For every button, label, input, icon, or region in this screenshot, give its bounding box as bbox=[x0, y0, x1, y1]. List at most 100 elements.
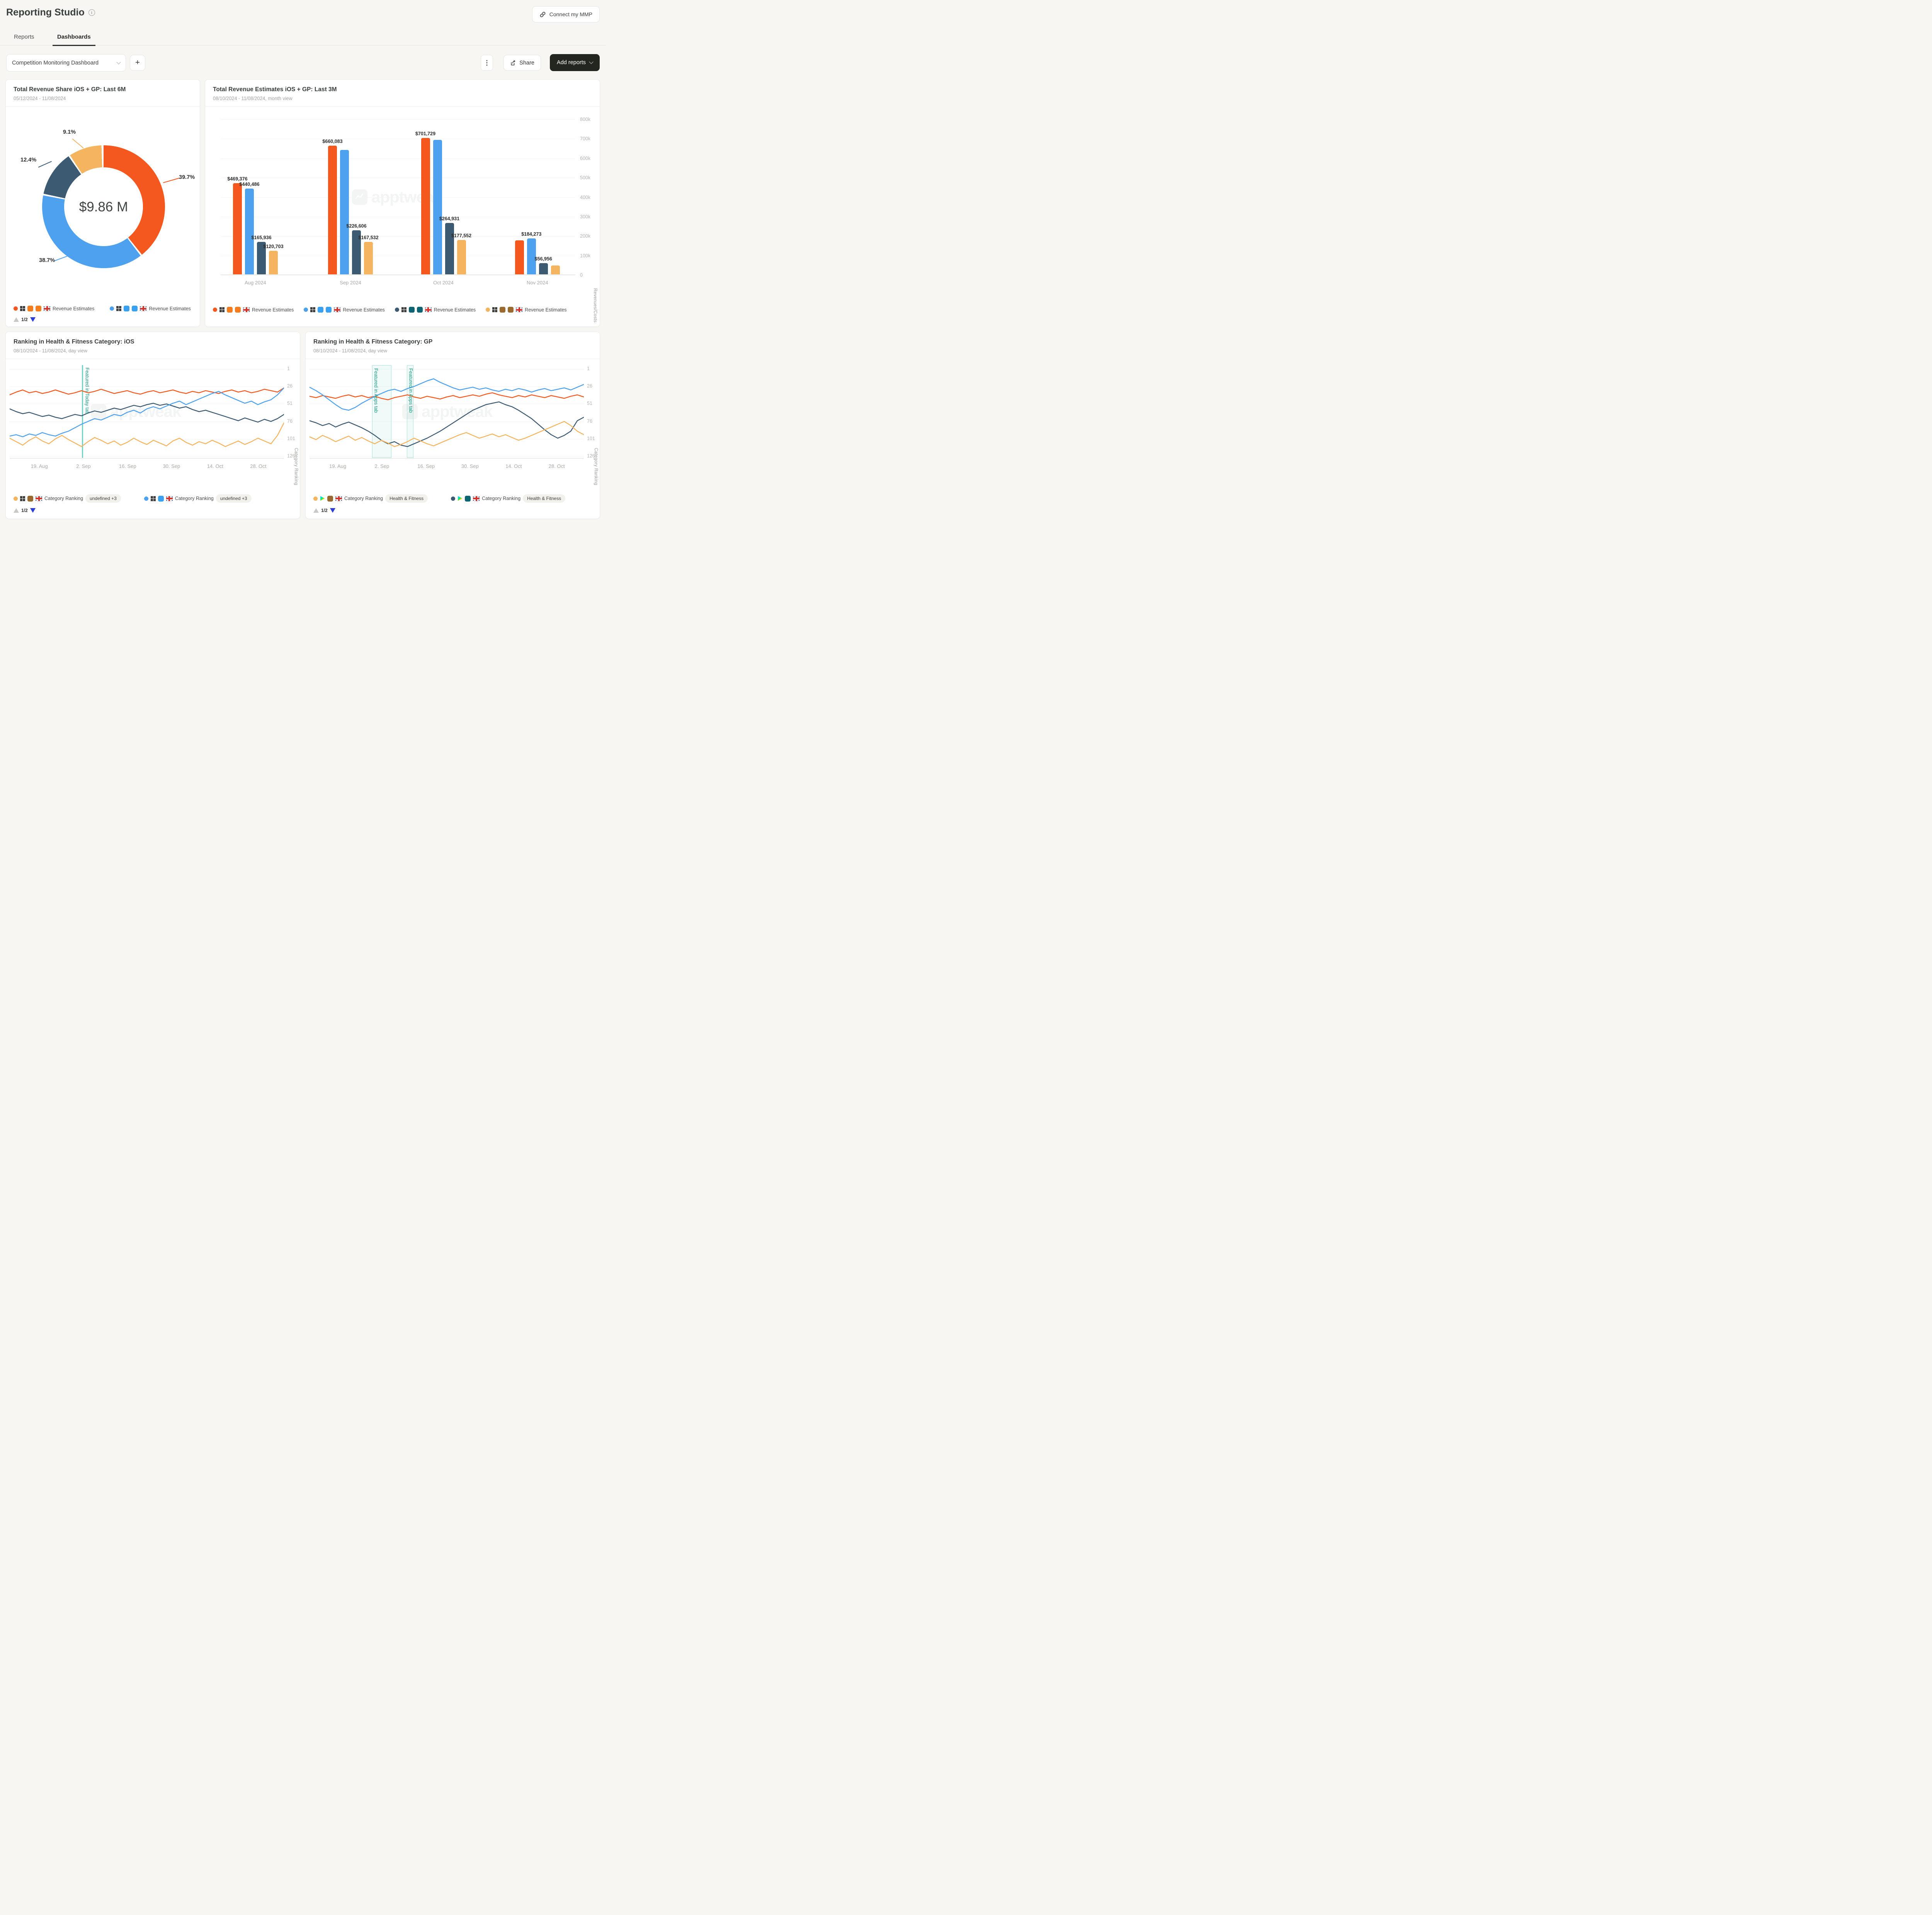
pager-up-icon[interactable] bbox=[14, 508, 19, 513]
series-color-dot bbox=[14, 306, 18, 311]
legend-pager: 1/2 bbox=[14, 508, 36, 513]
card-date-range: 08/10/2024 - 11/08/2024, day view bbox=[313, 348, 387, 354]
legend-entry[interactable]: Category Ranking undefined +3 bbox=[14, 494, 121, 503]
series-color-dot bbox=[395, 308, 399, 312]
app-grid-icon bbox=[150, 496, 156, 501]
connect-mmp-button[interactable]: Connect my MMP bbox=[532, 6, 600, 22]
bar-value-label: $264,931 bbox=[439, 216, 460, 221]
legend-entry[interactable]: Revenue Estimates bbox=[110, 306, 191, 311]
bar-value-label: $177,552 bbox=[451, 233, 472, 238]
bar[interactable] bbox=[245, 189, 254, 274]
bar[interactable] bbox=[257, 242, 266, 274]
app-icon bbox=[326, 307, 332, 313]
google-play-icon bbox=[458, 496, 463, 501]
pager-up-icon[interactable] bbox=[14, 317, 19, 322]
legend-pager: 1/2 bbox=[14, 317, 36, 322]
bar[interactable] bbox=[421, 138, 430, 274]
bar[interactable] bbox=[551, 265, 560, 274]
bar[interactable] bbox=[269, 251, 278, 274]
bar-y-axis-title: Revenues/Costs bbox=[593, 288, 597, 323]
series-color-dot bbox=[313, 496, 318, 501]
chevron-down-icon bbox=[589, 60, 594, 64]
kebab-menu-button[interactable]: ⋮ bbox=[481, 55, 493, 71]
series-color-dot bbox=[304, 308, 308, 312]
revenue-estimates-card: Total Revenue Estimates iOS + GP: Last 3… bbox=[205, 79, 600, 327]
app-icon bbox=[508, 307, 514, 313]
series-color-dot bbox=[451, 496, 456, 501]
legend-entry[interactable]: Category Ranking undefined +3 bbox=[144, 494, 252, 503]
line-y-axis: 1 26 51 76 101 126 bbox=[287, 366, 295, 459]
share-icon bbox=[511, 60, 515, 65]
legend-entry[interactable]: Revenue Estimates bbox=[304, 307, 385, 313]
app-icon bbox=[227, 307, 233, 313]
tab-bar: Reports Dashboards bbox=[0, 28, 606, 46]
bar-value-label: $184,273 bbox=[521, 231, 542, 237]
add-reports-button[interactable]: Add reports bbox=[550, 54, 600, 71]
bar[interactable] bbox=[457, 240, 466, 274]
uk-flag-icon bbox=[334, 307, 341, 312]
legend-entry[interactable]: Revenue Estimates bbox=[486, 307, 567, 313]
bar[interactable] bbox=[328, 146, 337, 274]
bar[interactable] bbox=[364, 242, 373, 274]
bar[interactable] bbox=[445, 223, 454, 274]
legend-badge: undefined +3 bbox=[216, 494, 252, 503]
series-color-dot bbox=[110, 306, 114, 311]
uk-flag-icon bbox=[243, 307, 250, 312]
line-y-axis: 1 26 51 76 101 126 bbox=[587, 366, 595, 459]
pager-down-icon[interactable] bbox=[30, 508, 36, 513]
legend-entry[interactable]: Revenue Estimates bbox=[14, 306, 94, 311]
card-title: Total Revenue Estimates iOS + GP: Last 3… bbox=[213, 86, 337, 93]
card-date-range: 08/10/2024 - 11/08/2024, day view bbox=[14, 348, 87, 354]
bar[interactable] bbox=[527, 238, 536, 274]
bar[interactable] bbox=[433, 140, 442, 274]
uk-flag-icon bbox=[36, 496, 42, 501]
ranking-gp-card: Ranking in Health & Fitness Category: GP… bbox=[305, 332, 600, 519]
app-icon bbox=[124, 306, 130, 311]
ranking-ios-card: Ranking in Health & Fitness Category: iO… bbox=[5, 332, 300, 519]
ranking-gp-line-chart[interactable]: Featured in Apps tab Featured in Apps tab bbox=[310, 365, 584, 459]
add-dashboard-button[interactable]: + bbox=[130, 55, 145, 71]
bar[interactable] bbox=[515, 240, 524, 274]
app-icon bbox=[27, 495, 33, 502]
app-icon bbox=[408, 307, 415, 313]
series-color-dot bbox=[213, 308, 217, 312]
app-grid-icon bbox=[401, 307, 406, 312]
featured-annotation-label: Featured in Today tab bbox=[84, 367, 90, 414]
uk-flag-icon bbox=[140, 306, 147, 311]
bar[interactable] bbox=[539, 263, 548, 274]
chevron-down-icon bbox=[116, 60, 121, 65]
series-color-dot bbox=[14, 496, 18, 501]
ranking-ios-line-chart[interactable]: Featured in Today tab bbox=[10, 365, 284, 459]
revenue-share-donut[interactable] bbox=[42, 145, 165, 268]
app-grid-icon bbox=[116, 306, 122, 311]
app-icon bbox=[36, 306, 41, 311]
legend-entry[interactable]: Category Ranking Health & Fitness bbox=[313, 494, 428, 503]
bar-value-label: $120,703 bbox=[263, 244, 284, 250]
tab-dashboards[interactable]: Dashboards bbox=[53, 28, 95, 46]
share-button[interactable]: Share bbox=[503, 55, 541, 71]
bar[interactable] bbox=[340, 150, 349, 274]
donut-label: 39.7% bbox=[179, 174, 195, 180]
tab-reports[interactable]: Reports bbox=[14, 33, 34, 40]
app-icon bbox=[27, 306, 33, 311]
app-icon bbox=[465, 495, 471, 502]
legend-entry[interactable]: Revenue Estimates bbox=[395, 307, 476, 313]
pager-down-icon[interactable] bbox=[30, 317, 36, 322]
leader-line bbox=[163, 177, 180, 183]
bar[interactable] bbox=[352, 230, 361, 274]
revenue-estimates-bar-chart[interactable]: $469,376 $440,486 $165,936 $120,703 $660,083… bbox=[221, 119, 575, 276]
reporting-studio-page: Reporting Studio i Connect my MMP Report… bbox=[0, 0, 606, 522]
legend-entry[interactable]: Revenue Estimates bbox=[213, 307, 294, 313]
legend-entry[interactable]: Category Ranking Health & Fitness bbox=[451, 494, 566, 503]
donut-label: 9.1% bbox=[63, 129, 76, 135]
bar[interactable] bbox=[233, 183, 242, 274]
bar-y-axis: 800k 700k 600k 500k 400k 300k 200k 100k 0 bbox=[580, 117, 591, 278]
dashboard-selector[interactable]: Competition Monitoring Dashboard bbox=[6, 54, 126, 71]
legend-badge: Health & Fitness bbox=[523, 494, 566, 503]
app-icon bbox=[417, 307, 423, 313]
leader-line bbox=[72, 138, 84, 149]
revenue-share-card: Total Revenue Share iOS + GP: Last 6M 05… bbox=[5, 79, 200, 327]
pager-down-icon[interactable] bbox=[330, 508, 335, 513]
pager-up-icon[interactable] bbox=[313, 508, 319, 513]
info-icon[interactable]: i bbox=[88, 9, 95, 16]
